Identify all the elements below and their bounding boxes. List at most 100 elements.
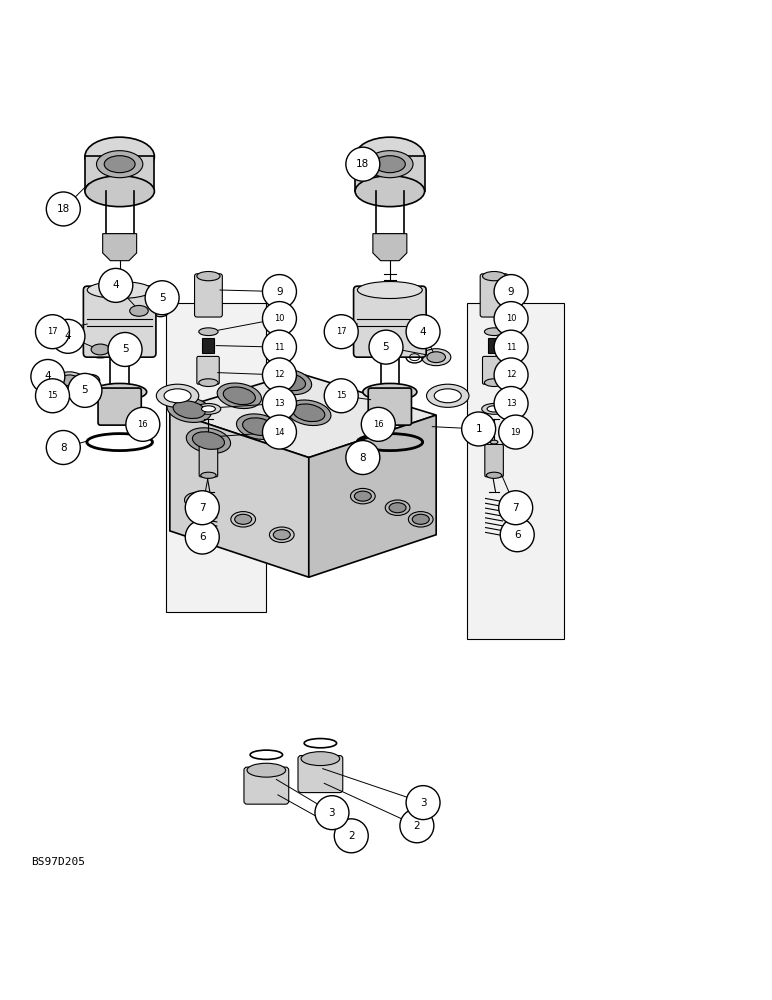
Text: 5: 5 xyxy=(159,293,165,303)
Ellipse shape xyxy=(96,151,143,178)
Ellipse shape xyxy=(188,495,205,505)
Ellipse shape xyxy=(167,397,212,422)
Polygon shape xyxy=(103,234,137,261)
Ellipse shape xyxy=(156,384,198,407)
Circle shape xyxy=(185,520,219,554)
Ellipse shape xyxy=(355,176,425,207)
Circle shape xyxy=(262,302,296,336)
Circle shape xyxy=(145,281,179,315)
Ellipse shape xyxy=(484,328,503,336)
Ellipse shape xyxy=(91,344,110,355)
FancyBboxPatch shape xyxy=(197,356,219,384)
Ellipse shape xyxy=(124,302,154,319)
Text: 4: 4 xyxy=(45,371,51,381)
Text: BS97D205: BS97D205 xyxy=(31,857,85,867)
Text: 8: 8 xyxy=(360,453,366,463)
Ellipse shape xyxy=(60,375,79,386)
Circle shape xyxy=(31,359,65,393)
Text: 6: 6 xyxy=(514,530,520,540)
Circle shape xyxy=(36,379,69,413)
Text: 2: 2 xyxy=(348,831,354,841)
Circle shape xyxy=(406,315,440,349)
Circle shape xyxy=(108,332,142,366)
Ellipse shape xyxy=(490,440,498,444)
Text: 16: 16 xyxy=(137,420,148,429)
Circle shape xyxy=(262,387,296,420)
Circle shape xyxy=(346,441,380,475)
Ellipse shape xyxy=(235,514,252,524)
Circle shape xyxy=(499,415,533,449)
Text: 11: 11 xyxy=(506,343,516,352)
Circle shape xyxy=(126,407,160,441)
Text: 4: 4 xyxy=(420,327,426,337)
Ellipse shape xyxy=(301,752,340,766)
Ellipse shape xyxy=(186,428,231,453)
Ellipse shape xyxy=(185,492,209,508)
Ellipse shape xyxy=(434,389,461,403)
Circle shape xyxy=(406,786,440,820)
Ellipse shape xyxy=(242,418,275,435)
FancyBboxPatch shape xyxy=(195,274,222,317)
Circle shape xyxy=(185,491,219,525)
Circle shape xyxy=(51,319,85,353)
Text: 5: 5 xyxy=(122,344,128,354)
Bar xyxy=(355,156,425,191)
Text: 3: 3 xyxy=(420,798,426,808)
Text: 10: 10 xyxy=(274,314,285,323)
Ellipse shape xyxy=(487,406,501,412)
Ellipse shape xyxy=(104,156,135,173)
Circle shape xyxy=(494,387,528,420)
Circle shape xyxy=(494,358,528,392)
Circle shape xyxy=(361,407,395,441)
Circle shape xyxy=(369,330,403,364)
Text: 12: 12 xyxy=(274,370,285,379)
Ellipse shape xyxy=(412,514,429,524)
Text: 6: 6 xyxy=(199,532,205,542)
Ellipse shape xyxy=(173,401,205,419)
Circle shape xyxy=(262,415,296,449)
Ellipse shape xyxy=(93,383,147,400)
Circle shape xyxy=(494,275,528,309)
Text: 17: 17 xyxy=(47,327,58,336)
FancyBboxPatch shape xyxy=(98,388,141,425)
Polygon shape xyxy=(170,411,309,577)
Text: 4: 4 xyxy=(65,331,71,341)
Text: 14: 14 xyxy=(274,428,285,437)
Text: 19: 19 xyxy=(510,428,521,437)
Ellipse shape xyxy=(389,503,406,513)
Text: 11: 11 xyxy=(274,343,285,352)
Text: 15: 15 xyxy=(336,391,347,400)
Text: 18: 18 xyxy=(56,204,70,214)
Text: 8: 8 xyxy=(60,443,66,453)
Ellipse shape xyxy=(486,472,502,478)
Ellipse shape xyxy=(355,137,425,176)
FancyBboxPatch shape xyxy=(482,356,505,384)
Circle shape xyxy=(36,315,69,349)
Text: 9: 9 xyxy=(508,287,514,297)
Ellipse shape xyxy=(367,151,413,178)
Ellipse shape xyxy=(197,271,220,281)
Ellipse shape xyxy=(385,500,410,515)
Ellipse shape xyxy=(350,488,375,504)
Ellipse shape xyxy=(164,389,191,403)
FancyBboxPatch shape xyxy=(368,388,411,425)
Ellipse shape xyxy=(269,527,294,542)
Ellipse shape xyxy=(130,305,148,316)
Circle shape xyxy=(262,330,296,364)
Circle shape xyxy=(68,373,102,407)
Ellipse shape xyxy=(231,512,256,527)
Circle shape xyxy=(334,819,368,853)
Text: 5: 5 xyxy=(82,385,88,395)
Bar xyxy=(202,338,214,353)
Ellipse shape xyxy=(201,472,216,478)
Ellipse shape xyxy=(223,387,256,405)
Ellipse shape xyxy=(422,349,451,366)
Ellipse shape xyxy=(273,530,290,540)
Circle shape xyxy=(262,275,296,309)
Ellipse shape xyxy=(247,763,286,777)
Polygon shape xyxy=(467,303,564,639)
Ellipse shape xyxy=(198,328,218,336)
Polygon shape xyxy=(166,303,266,612)
Ellipse shape xyxy=(426,384,469,407)
FancyBboxPatch shape xyxy=(83,286,156,357)
